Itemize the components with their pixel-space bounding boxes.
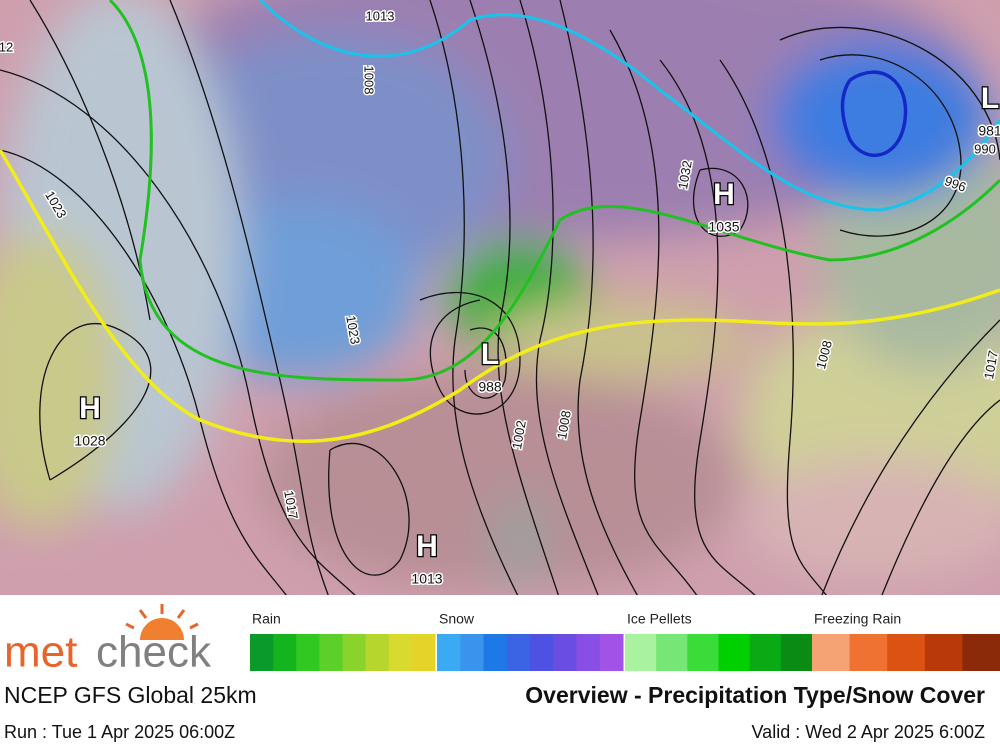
isobar-label: 1017 [981, 349, 1000, 380]
legend-swatch [530, 634, 554, 671]
legend-swatch [296, 634, 320, 671]
isobar-label: 1023 [343, 314, 363, 345]
legend-swatch [849, 634, 888, 671]
model-name: NCEP GFS Global 25km [4, 682, 257, 708]
legend-swatch [812, 634, 851, 671]
cold-line [258, 0, 1000, 212]
legend-swatch [625, 634, 657, 671]
product-title: Overview - Precipitation Type/Snow Cover [525, 682, 985, 708]
logo-met: met [4, 628, 77, 677]
pressure-value: 1013 [411, 571, 442, 587]
valid-time: Valid : Wed 2 Apr 2025 6:00Z [752, 722, 985, 742]
map: H 1028 L 988 H 1035 H 1013 L 981 1023 1017 1008 1002 1… [0, 0, 1000, 595]
run-time: Run : Tue 1 Apr 2025 06:00Z [4, 722, 235, 742]
legend-swatch [250, 634, 274, 671]
legend-label: Snow [439, 611, 475, 627]
legend-swatch [924, 634, 963, 671]
logo: met check [4, 604, 212, 677]
fields [0, 0, 1000, 590]
isobar-label: 1008 [554, 409, 574, 440]
isobar-label: 1008 [362, 66, 377, 95]
legend-swatch [887, 634, 926, 671]
legend-swatch [962, 634, 1000, 671]
freezing-line [0, 149, 1000, 443]
legend-swatch [437, 634, 461, 671]
legend-swatch [411, 634, 436, 671]
map-labels: H 1028 L 988 H 1035 H 1013 L 981 1023 1017 1008 1002 1… [0, 7, 1000, 588]
pressure-symbol: H [79, 392, 101, 425]
low-contour [840, 70, 908, 157]
legend-label: Freezing Rain [814, 611, 901, 627]
legend-swatch [780, 634, 813, 671]
logo-check: check [96, 628, 212, 677]
legend-swatch [365, 634, 390, 671]
legend-swatch [718, 634, 751, 671]
legend-swatch [553, 634, 577, 671]
legend-swatch [460, 634, 484, 671]
pressure-symbol: L [981, 82, 999, 115]
legend-swatch [483, 634, 508, 671]
legend-swatch [342, 634, 367, 671]
pressure-symbol: H [416, 530, 438, 563]
legend-swatch [687, 634, 719, 671]
pressure-value: 1035 [708, 219, 739, 235]
legend-swatch [319, 634, 343, 671]
isobar-label: 1013 [366, 8, 395, 23]
isobar-label: 1032 [675, 159, 695, 190]
isobar-label: 12 [0, 39, 13, 54]
logo-sun [125, 604, 199, 640]
legend-swatch [599, 634, 624, 671]
pressure-symbol: L [481, 338, 499, 371]
legend: Rain Snow Ice Pellets Freezing Rain [250, 611, 1000, 671]
pressure-value: 1028 [74, 433, 105, 449]
legend-swatch [388, 634, 413, 671]
pressure-value: 988 [478, 379, 502, 395]
legend-swatch [273, 634, 297, 671]
isobar-label: 996 [943, 173, 969, 195]
pressure-symbol: H [713, 178, 735, 211]
isobars [0, 0, 1000, 595]
isobar-label: 1002 [509, 419, 529, 450]
thickness-line [108, 0, 1000, 382]
pressure-value: 981 [978, 123, 1000, 139]
isobar-label: 990 [974, 141, 996, 156]
isobar-label: 1017 [281, 489, 301, 520]
legend-swatch [656, 634, 688, 671]
legend-label: Ice Pellets [627, 611, 692, 627]
legend-swatch [506, 634, 531, 671]
legend-swatch [576, 634, 601, 671]
legend-label: Rain [252, 611, 281, 627]
legend-swatch [749, 634, 782, 671]
